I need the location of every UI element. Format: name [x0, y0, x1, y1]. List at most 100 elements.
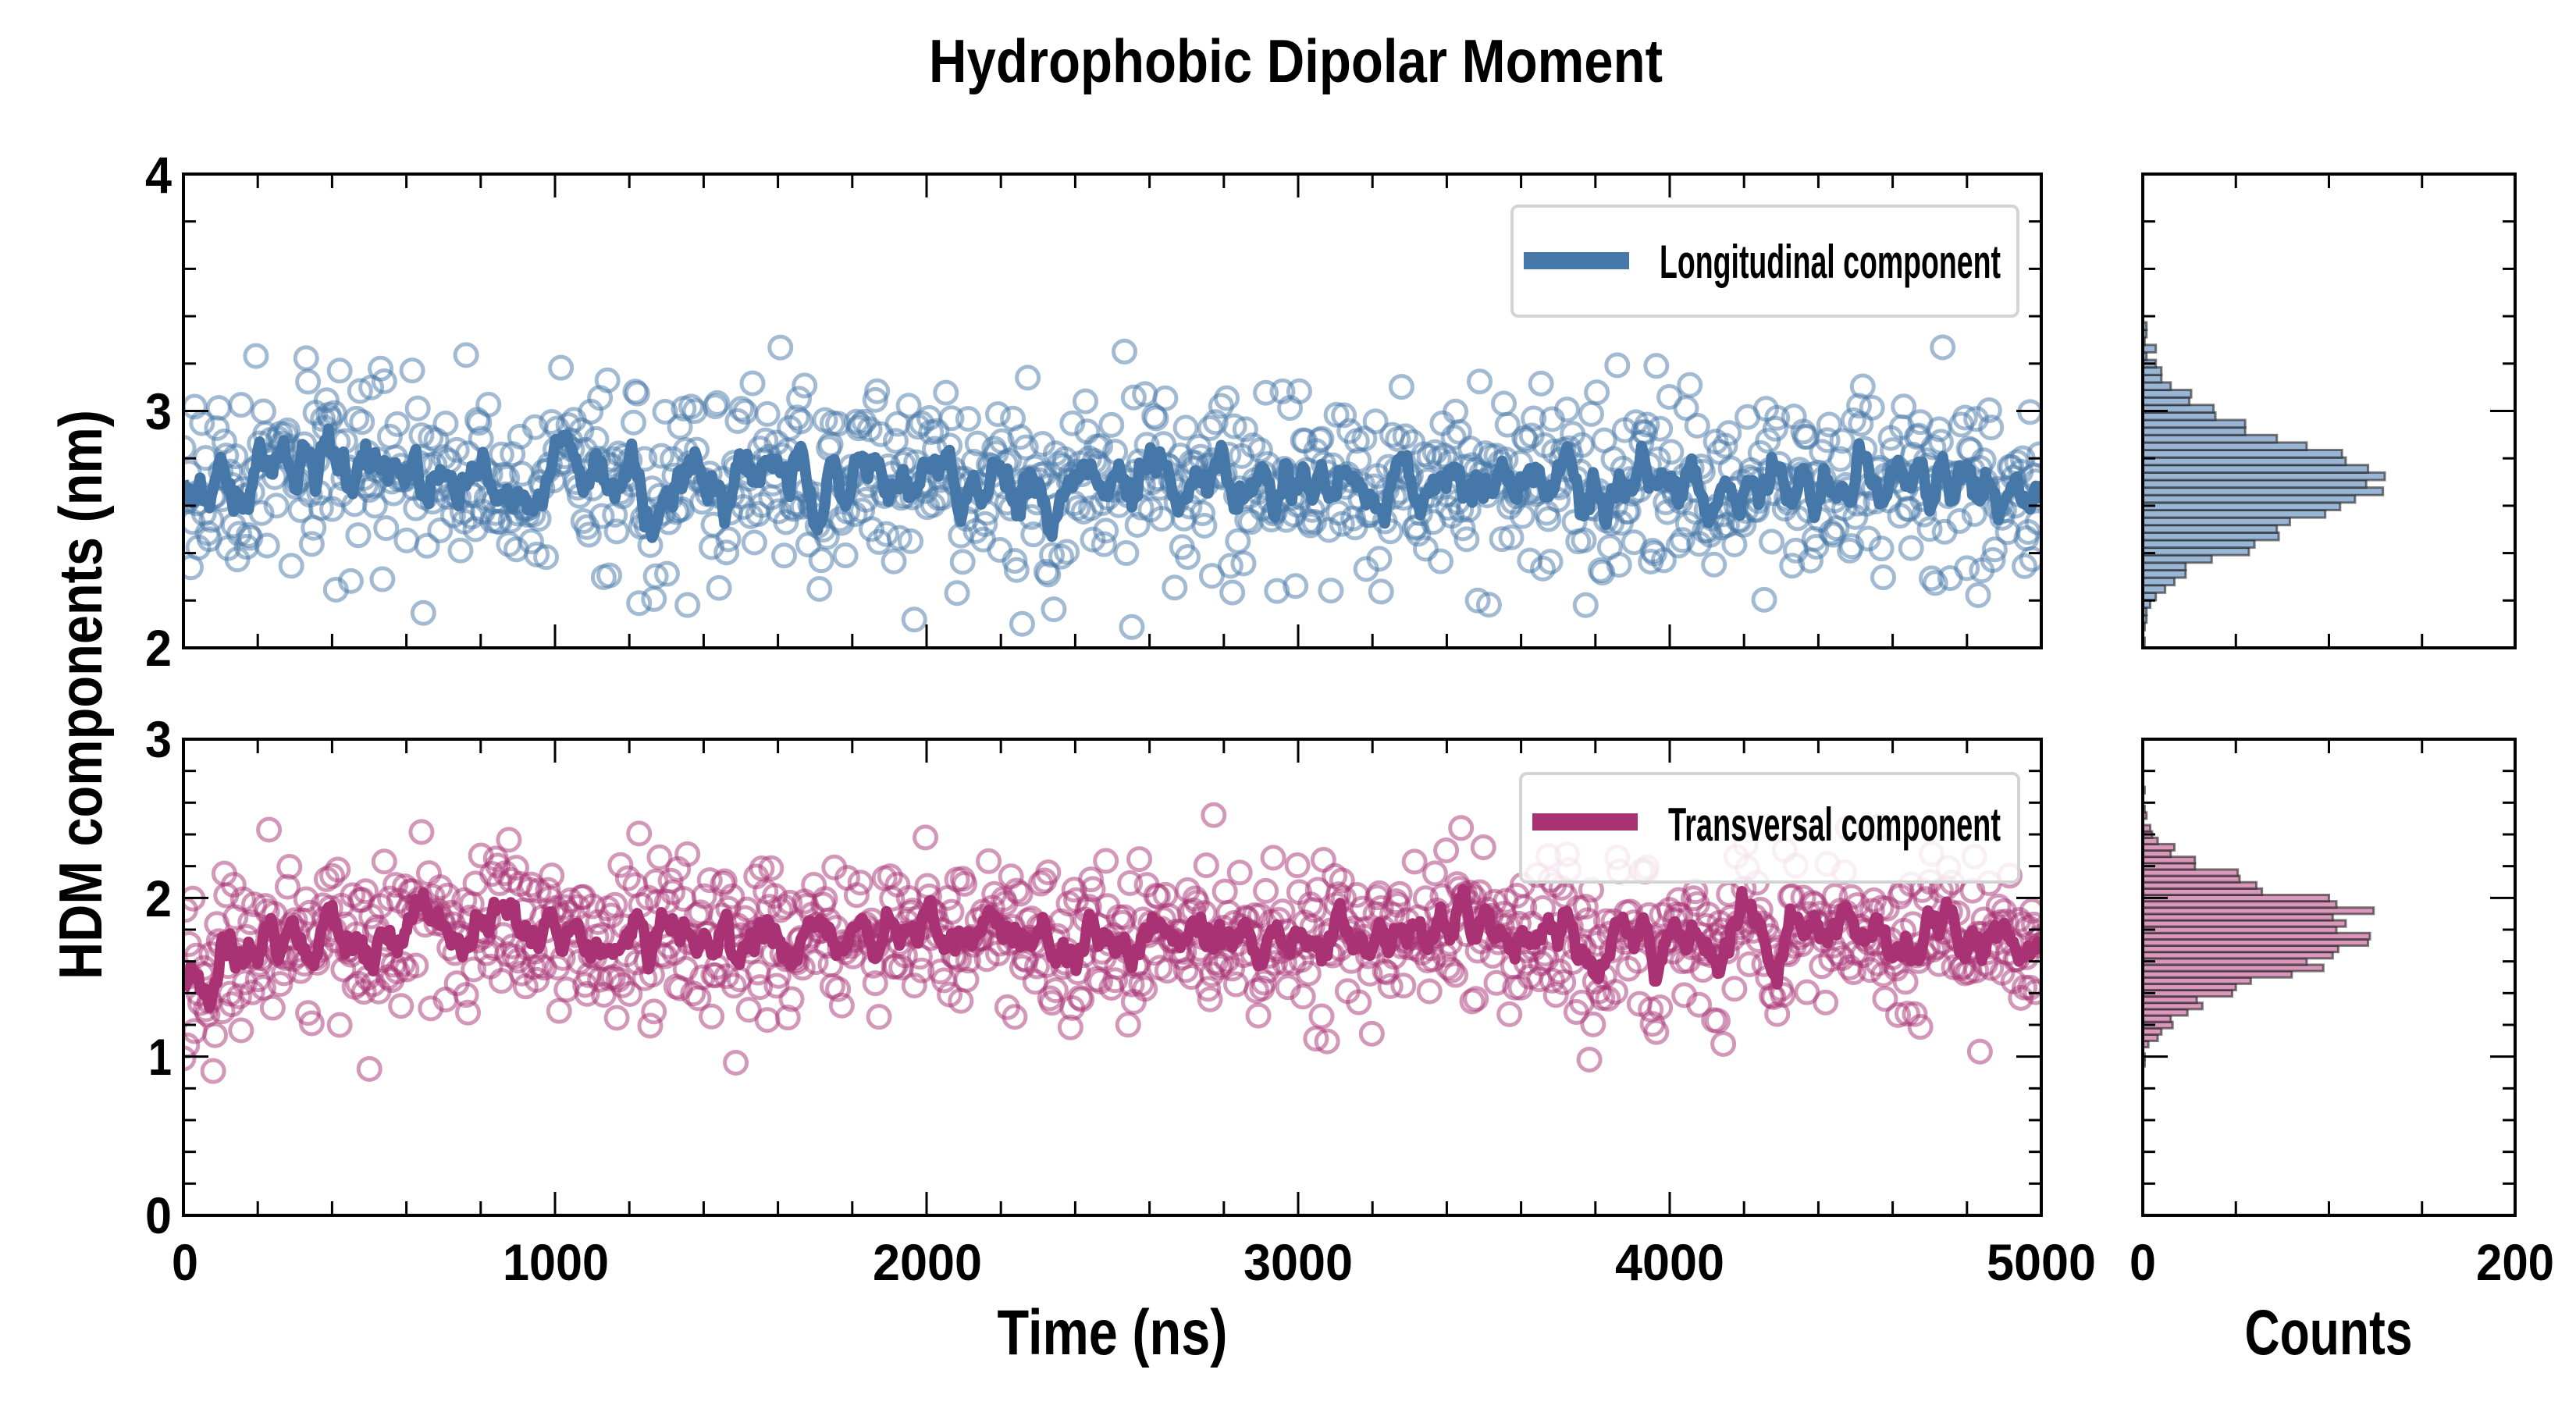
data-point [2012, 553, 2038, 579]
data-point [1201, 802, 1227, 828]
data-point [1550, 969, 1577, 995]
data-point [263, 493, 290, 519]
data-point [1931, 518, 1958, 545]
data-point [453, 982, 479, 1008]
data-point [881, 548, 907, 574]
data-point [828, 992, 855, 1019]
data-point [267, 971, 294, 998]
data-point [308, 495, 334, 521]
data-point [384, 411, 411, 437]
data-point [361, 493, 388, 519]
data-point [189, 410, 215, 436]
data-point [1574, 907, 1601, 934]
data-point [696, 867, 723, 894]
data-point [864, 378, 891, 404]
data-point [518, 528, 545, 555]
data-point [574, 980, 600, 1007]
data-point [1080, 876, 1106, 902]
y-tick-label: 4 [145, 146, 172, 204]
data-point [399, 357, 425, 384]
data-point [1857, 957, 1884, 984]
data-point [1922, 570, 1948, 596]
data-point [808, 547, 834, 574]
transversal-histogram-panel [2141, 738, 2517, 1217]
data-point [767, 334, 794, 361]
data-point [1072, 388, 1098, 414]
data-point [1918, 565, 1944, 592]
data-point [1704, 1008, 1731, 1034]
data-point [326, 357, 353, 384]
data-point [777, 889, 803, 916]
data-point [713, 539, 740, 566]
data-point [1362, 408, 1389, 435]
data-point [1003, 557, 1030, 583]
data-point [200, 1058, 226, 1084]
data-point [356, 1055, 382, 1082]
data-point [256, 816, 283, 843]
data-point [866, 1004, 892, 1030]
x-axis-label: Time (ns) [998, 1297, 1228, 1368]
data-point [1290, 984, 1316, 1010]
data-point [1009, 610, 1035, 637]
data-point [1002, 1004, 1028, 1030]
data-point [1368, 578, 1394, 605]
x-tick-label: 0 [172, 1233, 198, 1291]
data-point [503, 855, 529, 881]
data-point [626, 590, 653, 617]
data-point [1606, 552, 1632, 578]
data-point [1113, 540, 1140, 567]
data-point [1576, 1046, 1603, 1072]
data-point [345, 522, 372, 549]
data-point [1814, 427, 1841, 454]
data-point [1433, 837, 1460, 863]
data-point [1952, 404, 1978, 431]
data-point [938, 405, 965, 432]
data-point [393, 527, 420, 553]
data-point [1439, 957, 1465, 984]
data-point [813, 524, 840, 550]
data-point [219, 991, 245, 1018]
data-point [1329, 867, 1355, 894]
data-point [368, 355, 394, 382]
data-point [1861, 887, 1888, 913]
data-point [1260, 845, 1286, 871]
data-point [1126, 846, 1153, 873]
data-point [1401, 848, 1428, 875]
data-point [1253, 877, 1279, 904]
y-tick-label: 1 [148, 1028, 172, 1086]
data-point [1007, 880, 1034, 907]
data-point [1197, 986, 1223, 1012]
data-point [276, 853, 303, 880]
data-point [949, 549, 976, 575]
data-point [293, 886, 319, 912]
data-point [1288, 947, 1315, 973]
data-point [1003, 877, 1030, 904]
data-point [1331, 402, 1357, 429]
data-point [250, 975, 276, 1001]
data-point [1197, 415, 1223, 442]
data-point [1475, 592, 1502, 618]
data-point [720, 973, 747, 999]
data-point [1463, 986, 1489, 1012]
x-tick-label: 4000 [1615, 1233, 1724, 1291]
running-average-line [183, 423, 2041, 543]
data-point [1530, 555, 1557, 582]
data-point [1907, 1014, 1934, 1040]
data-point [1584, 379, 1610, 406]
data-point [1295, 960, 1322, 987]
data-point [741, 529, 767, 556]
data-point [879, 885, 906, 912]
data-point [382, 872, 409, 898]
data-point [1057, 1014, 1083, 1040]
data-point [1318, 578, 1344, 604]
data-point [453, 342, 479, 368]
data-point [699, 1003, 725, 1030]
data-point [349, 409, 375, 436]
data-point [1829, 428, 1856, 454]
data-point [1358, 1020, 1385, 1047]
data-point [183, 435, 197, 461]
data-point [1976, 397, 2002, 424]
x-tick-labels: 0 1000 2000 3000 4000 5000 0 200 [172, 1233, 2554, 1291]
data-point [1966, 1038, 1993, 1065]
data-point [2019, 898, 2041, 924]
